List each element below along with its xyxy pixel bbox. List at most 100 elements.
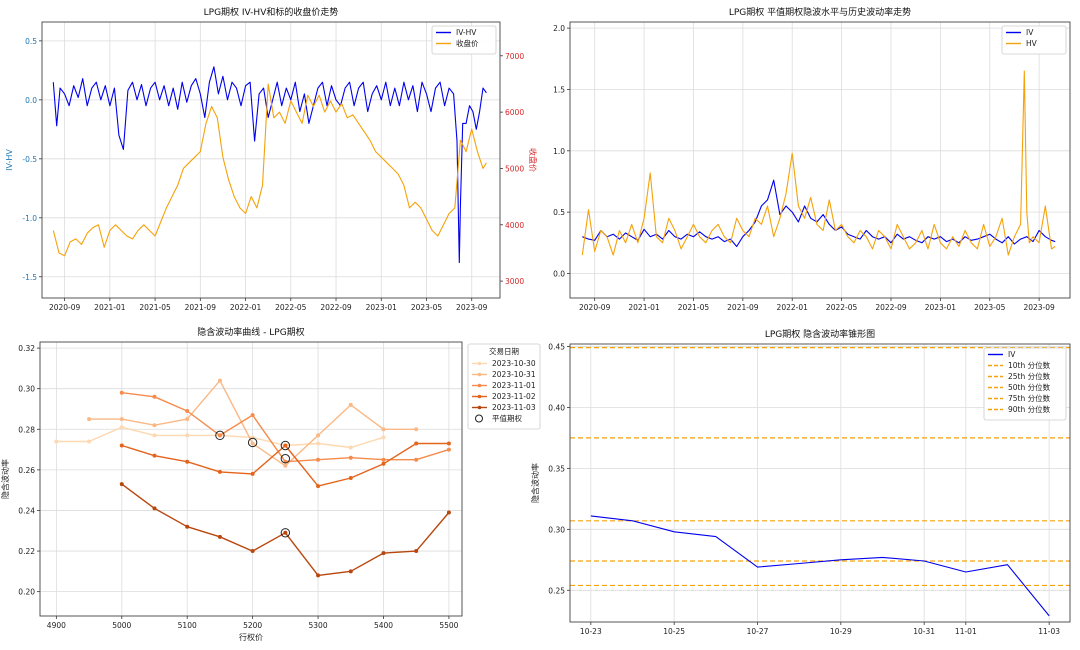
- x-tick-label: 2021-09: [727, 303, 759, 312]
- series-point: [283, 463, 288, 468]
- c1-chart: LPG期权 IV-HV和标的收盘价走势 2020-09 2021-01 2021-05…: [5, 6, 538, 312]
- y-tick-label: -1.5: [22, 273, 37, 282]
- series-point: [119, 443, 124, 448]
- x-tick-label: 2022-01: [230, 303, 262, 312]
- chart-title: LPG期权 IV-HV和标的收盘价走势: [204, 6, 339, 18]
- series-point: [250, 441, 255, 446]
- y-tick-label: 0.35: [548, 464, 565, 473]
- x-tick-label: 2023-09: [456, 303, 488, 312]
- series-point: [185, 524, 190, 529]
- y-tick-label: 1.0: [553, 147, 565, 156]
- y-axis-label: 隐含波动率: [530, 463, 540, 503]
- x-tick-label: 10-29: [830, 627, 852, 636]
- series-point: [348, 455, 353, 460]
- legend-dot: [477, 383, 482, 388]
- legend-label: 50th 分位数: [1008, 382, 1051, 392]
- series-point: [348, 402, 353, 407]
- x-tick-label: 11-01: [955, 627, 977, 636]
- legend-dot: [477, 361, 482, 366]
- plot-frame: [569, 21, 1071, 299]
- x-tick-label: 5100: [178, 621, 197, 630]
- series-point: [152, 506, 157, 511]
- x-tick-label: 10-23: [580, 627, 602, 636]
- x-tick-label: 2020-09: [579, 303, 611, 312]
- y2-axis-label: 收盘价: [528, 148, 538, 172]
- y2-tick-label: 3000: [505, 277, 524, 286]
- legend-label: 2023-10-30: [492, 359, 536, 368]
- legend-dot: [477, 405, 482, 410]
- series-line: [52, 83, 487, 257]
- x-tick-label: 5400: [374, 621, 393, 630]
- legend-box: [983, 347, 1067, 421]
- y-tick-label: 0.5: [553, 208, 565, 217]
- legend-label: 收盘价: [456, 38, 479, 48]
- y-tick-label: 0.45: [548, 342, 565, 351]
- y-tick-label: 2.0: [553, 24, 565, 33]
- series-line: [582, 179, 1056, 248]
- series-line: [581, 70, 1056, 256]
- series-point: [250, 471, 255, 476]
- y-tick-label: 0.26: [18, 466, 35, 475]
- x-axis-ticks: 2020-09 2021-01 2021-05 2021-09 2022-01 2022-…: [553, 24, 1055, 312]
- y-axis-label: 隐含波动率: [0, 459, 10, 499]
- x-tick-label: 2022-05: [275, 303, 307, 312]
- legend-label: 75th 分位数: [1008, 393, 1051, 403]
- y-tick-label: 0.30: [18, 385, 35, 394]
- series-point: [152, 453, 157, 458]
- y-tick-label: 0.25: [548, 586, 565, 595]
- x-axis-ticks: 2020-09 2021-01 2021-05 2021-09 2022-01 2022-…: [22, 37, 524, 312]
- y-tick-label: 1.5: [553, 85, 565, 94]
- y-tick-label: 0.30: [548, 525, 565, 534]
- x-tick-label: 2020-09: [49, 303, 81, 312]
- legend-dot: [477, 372, 482, 377]
- y2-tick-label: 7000: [505, 52, 524, 61]
- chart-title: LPG期权 平值期权隐波水平与历史波动率走势: [729, 6, 911, 18]
- y2-tick-label: 6000: [505, 108, 524, 117]
- series-line: [121, 483, 450, 577]
- series-point: [250, 413, 255, 418]
- series-point: [185, 433, 190, 438]
- x-tick-label: 2021-01: [628, 303, 660, 312]
- x-tick-label: 2022-09: [320, 303, 352, 312]
- series-point: [446, 510, 451, 515]
- x-tick-label: 2022-05: [826, 303, 858, 312]
- series-point: [414, 427, 419, 432]
- legend-marker: [475, 414, 483, 423]
- series-point: [217, 469, 222, 474]
- x-tick-label: 2021-01: [94, 303, 126, 312]
- legend-label: 2023-11-02: [492, 392, 536, 401]
- legend-dot: [477, 394, 482, 399]
- series-point: [446, 447, 451, 452]
- x-tick-label: 10-31: [913, 627, 935, 636]
- atm-point: [280, 528, 291, 538]
- series-point: [152, 394, 157, 399]
- series-point: [381, 427, 386, 432]
- series-point: [316, 484, 321, 489]
- series-point: [87, 439, 92, 444]
- x-tick-label: 2023-01: [366, 303, 398, 312]
- series-point: [414, 441, 419, 446]
- series-line: [590, 515, 1050, 617]
- series-point: [414, 549, 419, 554]
- series-point: [348, 475, 353, 480]
- legend-label: 2023-10-31: [492, 370, 536, 379]
- series-point: [316, 433, 321, 438]
- chart-title: LPG期权 隐含波动率锥形图: [765, 328, 875, 340]
- y-tick-label: 0.22: [18, 547, 35, 556]
- series-point: [217, 433, 222, 438]
- y2-tick-label: 5000: [505, 164, 524, 173]
- series-point: [250, 549, 255, 554]
- legend-label: HV: [1026, 39, 1038, 48]
- x-tick-label: 5200: [243, 621, 262, 630]
- series-line: [121, 392, 450, 463]
- y-tick-label: 0.5: [25, 37, 37, 46]
- legend: IV HV: [1001, 25, 1067, 55]
- series-point: [283, 530, 288, 535]
- legend-title: 交易日期: [489, 346, 519, 356]
- atm-point: [215, 430, 225, 441]
- atm-point: [280, 440, 291, 451]
- y-tick-label: 0.40: [548, 403, 565, 412]
- x-tick-label: 11-03: [1038, 627, 1060, 636]
